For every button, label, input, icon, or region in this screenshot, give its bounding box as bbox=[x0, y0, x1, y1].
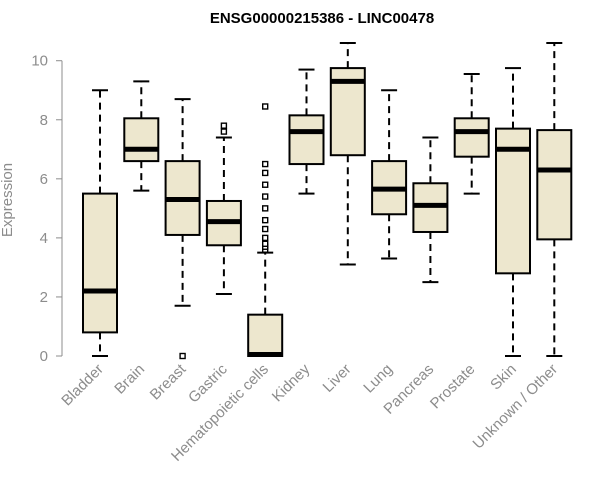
outlier-point bbox=[262, 103, 269, 110]
outlier-point bbox=[262, 181, 269, 188]
y-axis: 0 2 4 6 8 10 bbox=[31, 53, 63, 365]
box-brain bbox=[123, 80, 160, 192]
iqr-box bbox=[536, 129, 573, 241]
outlier-point bbox=[179, 352, 186, 360]
iqr-box bbox=[247, 313, 284, 357]
x-tick-label: Bladder bbox=[58, 361, 107, 410]
outlier-point bbox=[262, 225, 269, 233]
outlier-point bbox=[262, 234, 269, 242]
outlier-point bbox=[262, 205, 269, 212]
iqr-box bbox=[82, 192, 118, 334]
box-liver bbox=[329, 42, 366, 266]
outlier-point bbox=[262, 169, 269, 177]
box-gastric bbox=[205, 122, 242, 295]
iqr-box bbox=[288, 114, 325, 166]
box-unknown-other bbox=[536, 42, 573, 357]
outlier-point bbox=[220, 122, 228, 129]
box-breast bbox=[164, 98, 201, 360]
iqr-box bbox=[123, 117, 160, 163]
y-tick-label: 6 bbox=[40, 171, 48, 188]
outlier-point bbox=[262, 193, 269, 200]
box-lung bbox=[371, 89, 408, 260]
box-hematopoietic-cells bbox=[247, 103, 284, 358]
iqr-box bbox=[495, 127, 531, 275]
outlier-point bbox=[220, 128, 228, 135]
box-prostate bbox=[453, 73, 490, 195]
x-tick-label: Kidney bbox=[269, 360, 314, 405]
x-tick-label: Liver bbox=[320, 361, 355, 396]
x-tick-label: Prostate bbox=[427, 361, 479, 413]
y-tick-label: 0 bbox=[40, 348, 48, 365]
box-skin bbox=[495, 67, 531, 357]
box-kidney bbox=[288, 68, 325, 195]
outlier-point bbox=[262, 160, 269, 168]
y-tick-label: 10 bbox=[31, 53, 48, 70]
outlier-point bbox=[262, 216, 269, 224]
y-axis-label: Expression bbox=[0, 163, 16, 237]
x-tick-label: Breast bbox=[147, 360, 190, 403]
x-tick-label: Lung bbox=[360, 361, 396, 397]
boxes bbox=[82, 42, 573, 360]
y-tick-label: 2 bbox=[40, 289, 48, 306]
x-tick-label: Brain bbox=[111, 361, 148, 398]
x-tick-label: Skin bbox=[487, 361, 520, 394]
iqr-box bbox=[453, 117, 490, 158]
box-bladder bbox=[82, 89, 118, 357]
y-tick-label: 8 bbox=[40, 112, 48, 129]
outlier-point bbox=[262, 240, 269, 247]
y-tick-label: 4 bbox=[40, 230, 48, 247]
chart-title: ENSG00000215386 - LINC00478 bbox=[210, 10, 434, 27]
box-pancreas bbox=[412, 136, 449, 284]
